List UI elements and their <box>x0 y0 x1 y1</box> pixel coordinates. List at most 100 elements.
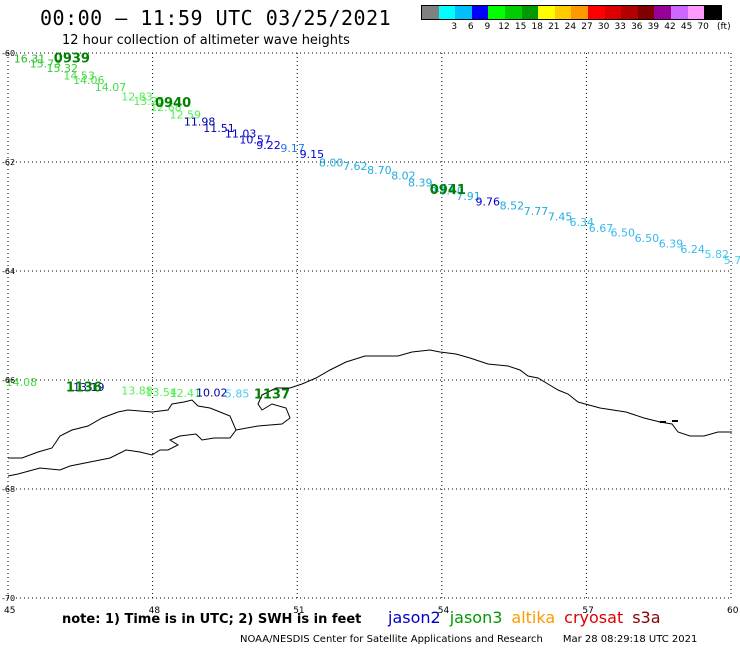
swh-label: 11.03 <box>225 127 257 140</box>
legend-swatch <box>438 6 456 19</box>
credit-line: NOAA/NESDIS Center for Satellite Applica… <box>240 634 697 645</box>
swh-label: 6.50 <box>611 227 636 240</box>
legend-swatches <box>421 5 722 20</box>
lon-tick-label: 51 <box>293 606 304 616</box>
legend-tick-label: 3 <box>451 22 458 32</box>
swh-label: 10.57 <box>239 133 270 146</box>
lon-tick-label: 60 <box>727 606 739 616</box>
swh-label: 5.82 <box>704 248 729 261</box>
swh-label: 10.02 <box>196 386 228 399</box>
satellite-name: altika <box>511 608 556 627</box>
credit-timestamp: Mar 28 08:29:18 UTC 2021 <box>562 634 698 645</box>
legend-swatch <box>455 6 472 19</box>
lon-tick-label: 48 <box>149 606 161 616</box>
lon-tick-label: 54 <box>438 606 450 616</box>
legend-tick-label: 45 <box>680 22 693 32</box>
legend-swatch <box>604 6 622 19</box>
pass-time-label: 1136 <box>66 380 102 395</box>
swh-label: 12.59 <box>169 108 201 121</box>
legend-swatch <box>637 6 655 19</box>
legend-swatch <box>521 6 539 19</box>
swh-label: 14.06 <box>73 74 105 87</box>
legend-tick-label: 42 <box>664 22 676 32</box>
swh-label: 5.77 <box>724 254 740 267</box>
swh-label: 13.25 <box>133 95 165 108</box>
lat-tick-label: -68 <box>2 485 15 494</box>
satellite-legend: jason2 jason3 altika cryosat s3a <box>388 608 670 627</box>
swh-label: 13.88 <box>121 385 152 398</box>
swh-label: 6.34 <box>570 216 595 229</box>
antarctic-coastline <box>7 349 732 477</box>
pass-time-label: 1137 <box>254 388 290 403</box>
swh-label: 7.77 <box>524 205 549 218</box>
graticule <box>7 52 732 599</box>
legend-swatch <box>704 6 721 19</box>
swh-label: 15.32 <box>47 62 78 75</box>
pass-time-label: 0940 <box>155 96 191 111</box>
footnote: note: 1) Time is in UTC; 2) SWH is in fe… <box>62 612 362 627</box>
legend-tick-label: 24 <box>564 22 577 32</box>
swh-label: 9.17 <box>280 142 305 155</box>
legend-tick-label: 21 <box>548 22 560 32</box>
legend-tick-label: 9 <box>484 22 491 32</box>
legend-tick-label: 27 <box>581 22 593 32</box>
swh-label: 8.00 <box>319 156 344 169</box>
legend-swatch <box>538 6 555 19</box>
credit-org: NOAA/NESDIS Center for Satellite Applica… <box>240 634 543 645</box>
lat-tick-label: -70 <box>2 594 15 603</box>
legend-swatch <box>621 6 638 19</box>
legend-swatch <box>422 6 439 19</box>
swh-label: 8.02 <box>391 169 416 182</box>
swh-label: 13.54 <box>145 386 177 399</box>
legend-tick-label: 6 <box>467 22 474 32</box>
swh-label: 12.83 <box>121 90 152 103</box>
chart-subtitle: 12 hour collection of altimeter wave hei… <box>62 33 350 48</box>
pass-times: 0939 0940 0941 1136 1137 <box>54 51 466 402</box>
legend-swatch <box>488 6 505 19</box>
swh-label: 7.62 <box>343 160 368 173</box>
swh-label: 8.70 <box>367 164 392 177</box>
satellite-name: cryosat <box>564 608 624 627</box>
swh-label: 6.24 <box>680 243 705 256</box>
swh-label: 8.39 <box>408 177 433 190</box>
legend-unit: (ft) <box>717 22 731 32</box>
swh-label: 6.39 <box>659 238 684 251</box>
legend-tick-label: 39 <box>647 22 660 32</box>
legend-swatch <box>571 6 588 19</box>
lat-tick-label: -64 <box>2 267 15 276</box>
swh-label: 5.85 <box>225 387 250 400</box>
lat-tick-label: -62 <box>2 158 15 167</box>
swh-label: 11.51 <box>203 122 235 135</box>
legend-swatch <box>554 6 572 19</box>
pass-time-label: 0941 <box>430 183 466 198</box>
swh-label: 15.73 <box>30 58 62 71</box>
legend-swatch <box>471 6 489 19</box>
swh-label: 8.67 <box>430 182 455 195</box>
swh-label: 14.07 <box>95 81 127 94</box>
ice-fragment <box>660 420 678 423</box>
swh-label: 14.08 <box>6 376 38 389</box>
satellite-name: jason3 <box>449 608 503 627</box>
legend-labels: 3 6 9 12 15 18 21 24 27 30 33 36 39 42 45 70 (ft) <box>421 20 730 32</box>
satellite-name: jason2 <box>388 608 441 627</box>
legend-swatch <box>654 6 671 19</box>
color-legend: 3 6 9 12 15 18 21 24 27 30 33 36 39 42 45 70 (ft) <box>421 5 731 32</box>
legend-tick-label: 70 <box>697 22 709 32</box>
swh-label: 8.52 <box>500 199 525 212</box>
legend-swatch <box>687 6 705 19</box>
axis-tick-labels: 45 48 51 54 57 60 -60 -62 -64 -66 -68 -70 <box>2 49 739 616</box>
swh-label: 12.41 <box>169 387 201 400</box>
chart-title: 00:00 – 11:59 UTC 03/25/2021 <box>40 6 392 30</box>
legend-tick-label: 36 <box>631 22 643 32</box>
swh-label: 9.76 <box>476 196 501 209</box>
legend-swatch <box>504 6 522 19</box>
pass-time-label: 0939 <box>54 51 90 66</box>
legend-tick-label: 30 <box>597 22 610 32</box>
swh-label: 11.98 <box>184 115 216 128</box>
swh-label: 6.50 <box>635 232 660 245</box>
lon-tick-label: 45 <box>4 606 15 616</box>
swh-label: 9.15 <box>300 148 325 161</box>
legend-tick-label: 33 <box>614 22 626 32</box>
wave-observations: 16.3115.7315.3214.5314.0614.0712.8313.25… <box>6 52 740 400</box>
